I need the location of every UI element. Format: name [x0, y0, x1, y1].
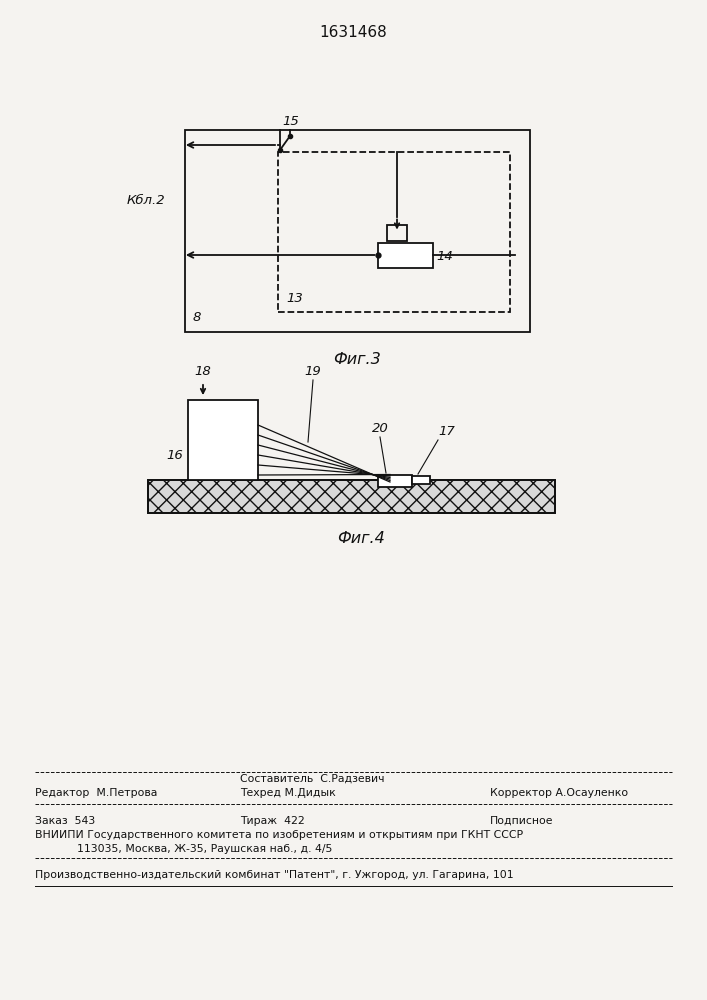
Text: Редактор  М.Петрова: Редактор М.Петрова [35, 788, 158, 798]
Text: Фиг.4: Фиг.4 [338, 531, 385, 546]
Text: 8: 8 [193, 311, 201, 324]
Text: ВНИИПИ Государственного комитета по изобретениям и открытиям при ГКНТ СССР: ВНИИПИ Государственного комитета по изоб… [35, 830, 523, 840]
Text: Кбл.2: Кбл.2 [127, 194, 165, 207]
Text: 19: 19 [305, 365, 322, 378]
Text: Техред М.Дидык: Техред М.Дидык [240, 788, 336, 798]
Bar [185, 130, 530, 332]
Text: 13: 13 [286, 292, 303, 305]
Text: 16: 16 [166, 449, 183, 462]
Bar [387, 225, 407, 240]
Bar [378, 242, 433, 267]
Bar [378, 475, 412, 487]
Text: 1631468: 1631468 [319, 25, 387, 40]
Text: Заказ  543: Заказ 543 [35, 816, 95, 826]
Text: Составитель  С.Радзевич: Составитель С.Радзевич [240, 774, 385, 784]
Bar [188, 400, 258, 480]
Bar [148, 480, 555, 513]
Text: 113035, Москва, Ж-35, Раушская наб., д. 4/5: 113035, Москва, Ж-35, Раушская наб., д. … [35, 844, 332, 854]
Text: 20: 20 [372, 422, 388, 435]
Text: Производственно-издательский комбинат "Патент", г. Ужгород, ул. Гагарина, 101: Производственно-издательский комбинат "П… [35, 870, 513, 880]
Bar [412, 476, 430, 484]
Bar [278, 152, 510, 312]
Text: Фиг.3: Фиг.3 [334, 352, 381, 367]
Text: Тираж  422: Тираж 422 [240, 816, 305, 826]
Text: Подписное: Подписное [490, 816, 554, 826]
Text: 17: 17 [438, 425, 455, 438]
Text: 18: 18 [194, 365, 211, 378]
Text: 14: 14 [436, 250, 453, 263]
Text: Корректор А.Осауленко: Корректор А.Осауленко [490, 788, 628, 798]
Bar [148, 480, 555, 513]
Text: 15: 15 [282, 115, 299, 128]
